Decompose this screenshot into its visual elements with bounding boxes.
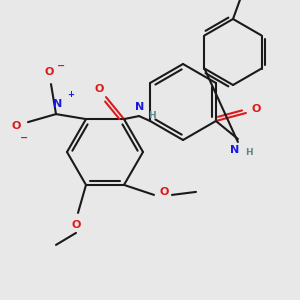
- Text: +: +: [68, 90, 74, 99]
- Text: H: H: [148, 110, 156, 119]
- Text: −: −: [20, 133, 28, 143]
- Text: N: N: [53, 99, 63, 109]
- Text: N: N: [135, 102, 145, 112]
- Text: O: O: [94, 84, 104, 94]
- Text: O: O: [11, 121, 21, 131]
- Text: O: O: [44, 67, 54, 77]
- Text: O: O: [71, 220, 81, 230]
- Text: O: O: [159, 187, 169, 197]
- Text: N: N: [230, 145, 239, 155]
- Text: −: −: [57, 61, 65, 71]
- Text: O: O: [251, 104, 261, 114]
- Text: H: H: [245, 148, 253, 157]
